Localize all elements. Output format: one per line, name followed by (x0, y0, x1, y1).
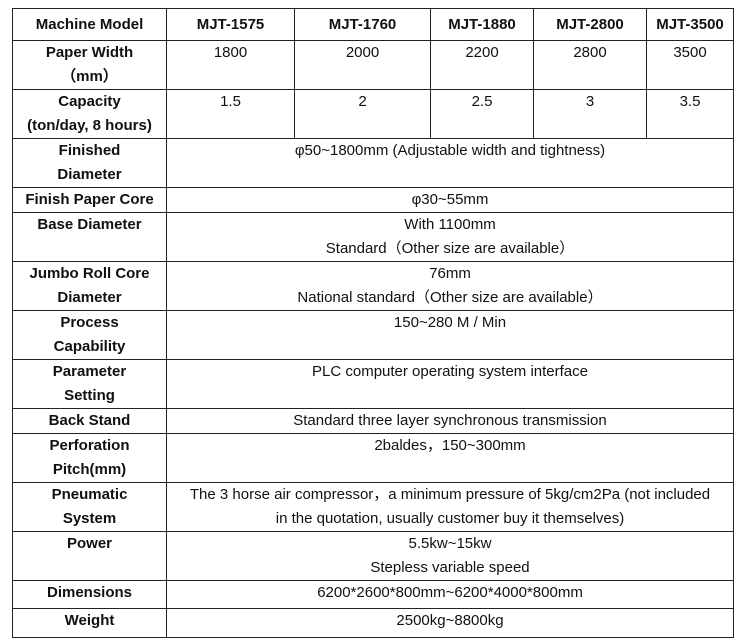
row-label-line: Parameter (52, 363, 127, 380)
row-label: Power (12, 531, 167, 581)
row-label-line: Capability (53, 338, 126, 355)
spec-table: Machine Model MJT-1575 MJT-1760 MJT-1880 MJT… (12, 8, 734, 638)
value-line: 76mm (429, 265, 471, 282)
row-label-line: Setting (64, 387, 115, 404)
value-cell: 3.5 (646, 89, 734, 139)
table-row: Dimensions 6200*2600*800mm~6200*4000*800m… (12, 580, 734, 609)
value-line: The 3 horse air compressor，a minimum pre… (189, 486, 711, 503)
row-label: Parameter Setting (12, 359, 167, 409)
merged-value-cell: 6200*2600*800mm~6200*4000*800mm (166, 580, 734, 609)
value-line: in the quotation, usually customer buy i… (275, 510, 625, 527)
header-label: Machine Model (12, 8, 167, 41)
row-label: Capacity (ton/day, 8 hours) (12, 89, 167, 139)
row-label-line: Perforation (49, 437, 130, 454)
model-header: MJT-1575 (166, 8, 295, 41)
row-label-line: Dimensions (46, 584, 133, 601)
model-header: MJT-1760 (294, 8, 431, 41)
value-cell: 3 (533, 89, 647, 139)
merged-value-cell: φ30~55mm (166, 187, 734, 213)
row-label-line: (ton/day, 8 hours) (27, 117, 152, 134)
row-label: Dimensions (12, 580, 167, 609)
merged-value-cell: 76mm National standard（Other size are ava… (166, 261, 734, 311)
row-label-line: Finished (58, 142, 121, 159)
value-cell: 2 (294, 89, 431, 139)
value-line: Standard three layer synchronous transmi… (293, 412, 607, 429)
merged-value-cell: 2baldes，150~300mm (166, 433, 734, 483)
table-row: Power 5.5kw~15kw Stepless variable speed (12, 531, 734, 581)
value-line: φ30~55mm (411, 191, 489, 208)
row-label-line: Jumbo Roll Core (29, 265, 150, 282)
row-label-line: Back Stand (48, 412, 131, 429)
row-label-line: （mm） (61, 68, 118, 85)
table-row: Parameter Setting PLC computer operating s… (12, 359, 734, 409)
model-header: MJT-1880 (430, 8, 534, 41)
value-line: 6200*2600*800mm~6200*4000*800mm (317, 584, 583, 601)
row-label-line: Base Diameter (37, 216, 142, 233)
value-line: With 1100mm (404, 216, 496, 233)
value-line: Stepless variable speed (370, 559, 530, 576)
row-label-line: Pneumatic (51, 486, 128, 503)
value-line: 5.5kw~15kw (408, 535, 492, 552)
row-label-line: Paper Width (45, 44, 134, 61)
row-label-line: Weight (64, 612, 115, 629)
merged-value-cell: Standard three layer synchronous transmi… (166, 408, 734, 434)
row-label: Finished Diameter (12, 138, 167, 188)
table-row: Perforation Pitch(mm) 2baldes，150~300mm (12, 433, 734, 483)
row-label: Pneumatic System (12, 482, 167, 532)
row-label: Jumbo Roll Core Diameter (12, 261, 167, 311)
table-row: Jumbo Roll Core Diameter 76mm National stan… (12, 261, 734, 311)
model-header: MJT-3500 (646, 8, 734, 41)
row-label-line: Process (60, 314, 119, 331)
value-line: National standard（Other size are availab… (297, 289, 603, 306)
row-label: Paper Width （mm） (12, 40, 167, 90)
header-row: Machine Model MJT-1575 MJT-1760 MJT-1880 MJT… (12, 8, 734, 41)
merged-value-cell: φ50~1800mm (Adjustable width and tightne… (166, 138, 734, 188)
table-row: Finished Diameter φ50~1800mm (Adjustable w… (12, 138, 734, 188)
row-label: Process Capability (12, 310, 167, 360)
value-cell: 2000 (294, 40, 431, 90)
row-label-line: Diameter (57, 289, 122, 306)
table-row: Capacity (ton/day, 8 hours) 1.5 2 2.5 3 3.5 (12, 89, 734, 139)
row-label: Perforation Pitch(mm) (12, 433, 167, 483)
table-row: Process Capability 150~280 M / Min (12, 310, 734, 360)
table-row: Back Stand Standard three layer synchrono… (12, 408, 734, 434)
merged-value-cell: PLC computer operating system interface (166, 359, 734, 409)
row-label: Finish Paper Core (12, 187, 167, 213)
table-row: Weight 2500kg~8800kg (12, 608, 734, 638)
value-line: 2500kg~8800kg (396, 612, 504, 629)
model-header: MJT-2800 (533, 8, 647, 41)
row-label: Back Stand (12, 408, 167, 434)
value-cell: 2200 (430, 40, 534, 90)
row-label-line: System (62, 510, 117, 527)
row-label-line: Diameter (57, 166, 122, 183)
value-cell: 1800 (166, 40, 295, 90)
merged-value-cell: 5.5kw~15kw Stepless variable speed (166, 531, 734, 581)
value-cell: 3500 (646, 40, 734, 90)
value-line: 150~280 M / Min (393, 314, 507, 331)
row-label: Weight (12, 608, 167, 638)
value-line: Standard（Other size are available） (325, 240, 575, 257)
row-label-line: Power (66, 535, 112, 552)
value-cell: 1.5 (166, 89, 295, 139)
table-row: Base Diameter With 1100mm Standard（Other s… (12, 212, 734, 262)
value-line: PLC computer operating system interface (312, 363, 588, 380)
value-line: 2baldes，150~300mm (374, 437, 526, 454)
value-cell: 2.5 (430, 89, 534, 139)
merged-value-cell: With 1100mm Standard（Other size are avail… (166, 212, 734, 262)
row-label: Base Diameter (12, 212, 167, 262)
merged-value-cell: 2500kg~8800kg (166, 608, 734, 638)
table-row: Finish Paper Core φ30~55mm (12, 187, 734, 213)
value-cell: 2800 (533, 40, 647, 90)
row-label-line: Finish Paper Core (25, 191, 154, 208)
row-label-line: Capacity (58, 93, 121, 110)
merged-value-cell: The 3 horse air compressor，a minimum pre… (166, 482, 734, 532)
table-row: Paper Width （mm） 1800 2000 2200 2800 3500 (12, 40, 734, 90)
row-label-line: Pitch(mm) (52, 461, 127, 478)
table-row: Pneumatic System The 3 horse air compresso… (12, 482, 734, 532)
value-line: φ50~1800mm (Adjustable width and tightne… (294, 142, 606, 159)
merged-value-cell: 150~280 M / Min (166, 310, 734, 360)
